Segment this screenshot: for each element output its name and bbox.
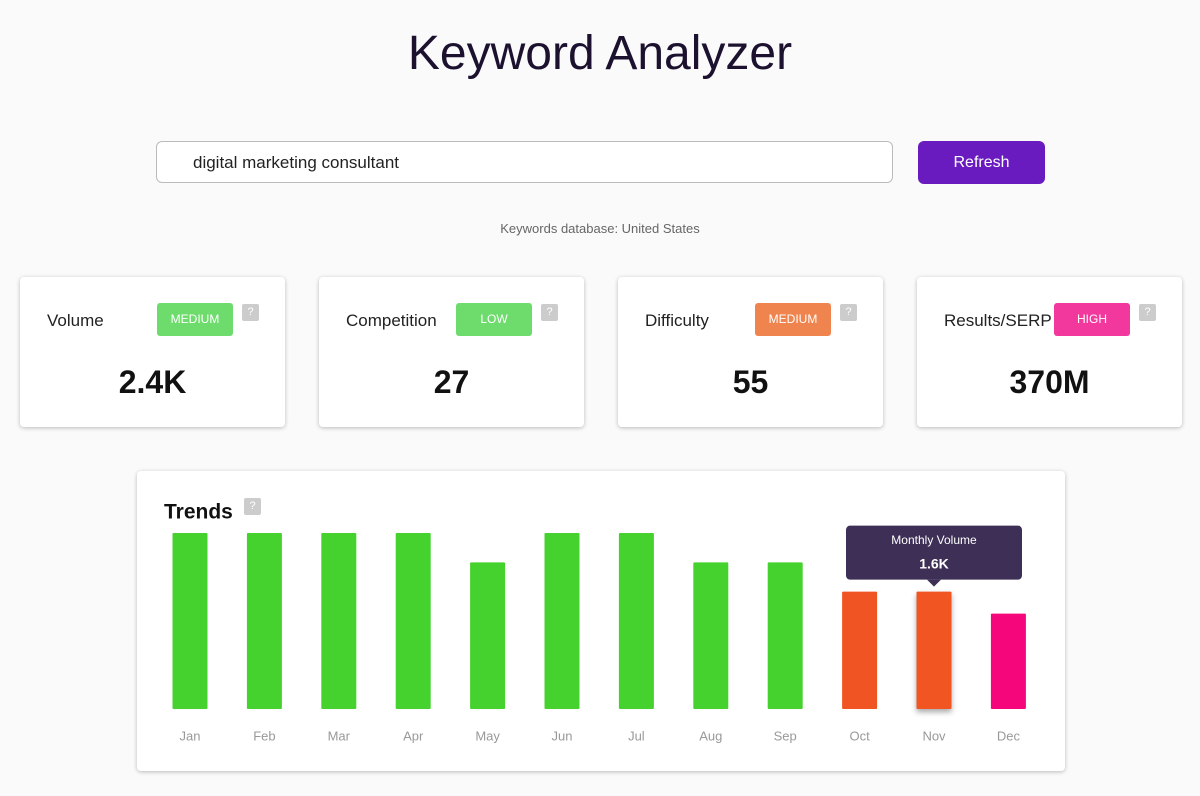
metric-card: Results/SERP HIGH? 370M <box>917 277 1182 427</box>
bar <box>321 533 357 709</box>
metric-card: Volume MEDIUM? 2.4K <box>20 277 285 427</box>
database-note: Keywords database: United States <box>500 221 700 236</box>
bar <box>990 613 1026 709</box>
bar <box>470 562 506 709</box>
metric-value: 55 <box>732 364 769 400</box>
metric-label: Volume <box>47 311 104 330</box>
bar <box>767 562 803 709</box>
metric-value: 27 <box>433 364 470 400</box>
x-tick-label: Dec <box>997 728 1021 743</box>
help-icon[interactable]: ? <box>840 304 857 321</box>
tooltip-title: Monthly Volume <box>891 533 977 547</box>
metric-badge: LOW <box>456 303 532 336</box>
bar <box>618 533 654 709</box>
bar <box>916 591 952 709</box>
x-tick-label: Apr <box>403 728 424 743</box>
x-tick-label: Jul <box>628 728 645 743</box>
x-tick-label: Jan <box>180 728 201 743</box>
page-title: Keyword Analyzer <box>407 27 793 80</box>
help-icon[interactable]: ? <box>1139 304 1156 321</box>
tooltip-pointer <box>927 579 941 587</box>
metric-badge: MEDIUM <box>157 303 233 336</box>
help-icon[interactable]: ? <box>541 304 558 321</box>
bar <box>693 562 729 709</box>
x-tick-label: Aug <box>699 728 722 743</box>
x-tick-label: Sep <box>774 728 797 743</box>
metric-label: Difficulty <box>645 311 709 330</box>
bar <box>246 533 282 709</box>
metric-card: Difficulty MEDIUM? 55 <box>618 277 883 427</box>
tooltip-value: 1.6K <box>919 555 949 571</box>
metric-label: Competition <box>346 311 437 330</box>
bar <box>842 591 878 709</box>
search-query: digital marketing consultant <box>193 153 400 172</box>
x-tick-label: Feb <box>253 728 275 743</box>
chart-title: Trends <box>164 501 233 524</box>
trends-chart: Trends Jan Feb Mar Apr May Jun Jul Aug Sep Oct Nov… <box>164 501 1026 743</box>
metric-value: 370M <box>1009 364 1090 400</box>
x-tick-label: Oct <box>849 728 870 743</box>
tooltip <box>846 525 1022 580</box>
x-tick-label: Jun <box>552 728 573 743</box>
trends-card: Trends Jan Feb Mar Apr May Jun Jul Aug Sep Oct Nov… <box>137 471 1065 771</box>
x-tick-label: May <box>475 728 500 743</box>
metric-card: Competition LOW? 27 <box>319 277 584 427</box>
metric-value: 2.4K <box>118 364 187 400</box>
bar <box>395 533 431 709</box>
x-tick-label: Nov <box>922 728 946 743</box>
x-tick-label: Mar <box>328 728 351 743</box>
bar <box>544 533 580 709</box>
bar <box>172 533 208 709</box>
metric-label: Results/SERP <box>944 311 1052 330</box>
refresh-button[interactable]: Refresh <box>918 141 1045 184</box>
metric-badge: MEDIUM <box>755 303 831 336</box>
help-icon[interactable]: ? <box>244 498 261 515</box>
metric-badge: HIGH <box>1054 303 1130 336</box>
help-icon[interactable]: ? <box>242 304 259 321</box>
search-input[interactable]: digital marketing consultant <box>156 141 893 183</box>
